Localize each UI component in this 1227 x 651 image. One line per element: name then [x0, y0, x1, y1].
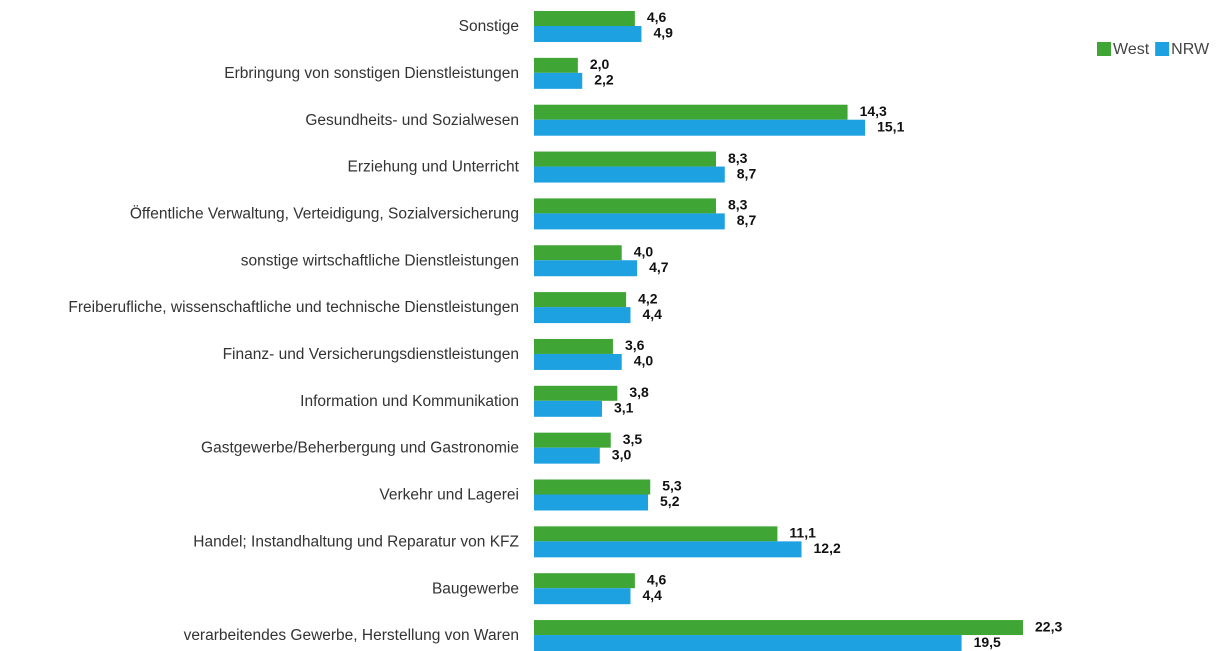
bar [534, 338, 613, 354]
value-label: 19,5 [974, 634, 1001, 650]
value-label: 5,2 [660, 493, 680, 509]
bar [534, 292, 627, 308]
bar [534, 400, 602, 417]
category-label: sonstige wirtschaftliche Dienstleistunge… [241, 252, 519, 269]
bar [534, 151, 717, 167]
bar [534, 72, 583, 89]
value-label: 8,7 [737, 212, 757, 228]
value-label: 14,3 [860, 103, 887, 119]
value-label: 3,0 [612, 446, 632, 462]
value-label: 11,1 [789, 525, 816, 541]
value-label: 3,8 [629, 384, 649, 400]
bar [534, 447, 600, 464]
bar [534, 198, 717, 214]
category-label: Baugewerbe [432, 580, 519, 597]
value-label: 2,0 [590, 56, 610, 72]
bar [534, 166, 725, 183]
category-label: Öffentliche Verwaltung, Verteidigung, So… [130, 204, 519, 222]
legend-swatch [1155, 42, 1170, 56]
value-label: 4,4 [642, 587, 662, 603]
category-label: Erbringung von sonstigen Dienstleistunge… [224, 65, 519, 82]
bar [534, 119, 866, 136]
bar [534, 573, 635, 589]
category-label: Information und Kommunikation [300, 393, 519, 410]
value-label: 5,3 [662, 478, 682, 494]
bar [534, 526, 778, 542]
legend-swatch [1097, 42, 1111, 56]
category-label: Verkehr und Lagerei [379, 487, 519, 504]
value-label: 8,7 [737, 165, 757, 181]
value-label: 2,2 [594, 72, 614, 88]
value-label: 22,3 [1035, 618, 1062, 634]
bar [534, 213, 725, 230]
bar [534, 26, 642, 42]
bar [534, 620, 1023, 636]
bar [534, 635, 962, 651]
value-label: 3,1 [614, 400, 634, 416]
bar [534, 104, 848, 120]
bar [534, 353, 622, 370]
value-label: 4,6 [647, 9, 667, 25]
bar [534, 432, 611, 448]
value-label: 3,6 [625, 337, 645, 353]
value-label: 4,9 [653, 25, 673, 41]
bar [534, 385, 618, 401]
bar [534, 307, 631, 324]
value-label: 3,5 [623, 431, 643, 447]
category-label: Gastgewerbe/Beherbergung und Gastronomie [201, 440, 519, 457]
value-label: 4,6 [647, 571, 667, 587]
legend-label: NRW [1171, 41, 1210, 58]
value-label: 4,2 [638, 290, 658, 306]
bar [534, 588, 631, 605]
category-label: Finanz- und Versicherungsdienstleistunge… [223, 346, 519, 363]
value-label: 8,3 [728, 150, 748, 166]
legend-label: West [1113, 41, 1150, 58]
bar [534, 541, 802, 558]
value-label: 4,0 [634, 243, 654, 259]
category-label: Freiberufliche, wissenschaftliche und te… [68, 299, 519, 316]
bar [534, 245, 622, 261]
value-label: 8,3 [728, 197, 748, 213]
bar [534, 494, 649, 511]
category-label: Gesundheits- und Sozialwesen [305, 112, 519, 129]
category-label: Sonstige [459, 18, 519, 35]
bar [534, 11, 635, 26]
value-label: 4,4 [642, 306, 662, 322]
category-label: Handel; Instandhaltung und Reparatur von… [193, 533, 519, 550]
category-label: verarbeitendes Gewerbe, Herstellung von … [184, 627, 519, 644]
value-label: 4,7 [649, 259, 669, 275]
value-label: 15,1 [877, 118, 904, 134]
bar [534, 260, 638, 277]
bar [534, 57, 578, 73]
category-label: Erziehung und Unterricht [348, 159, 520, 176]
value-label: 4,0 [634, 353, 654, 369]
value-label: 12,2 [814, 540, 841, 556]
bar [534, 479, 651, 495]
